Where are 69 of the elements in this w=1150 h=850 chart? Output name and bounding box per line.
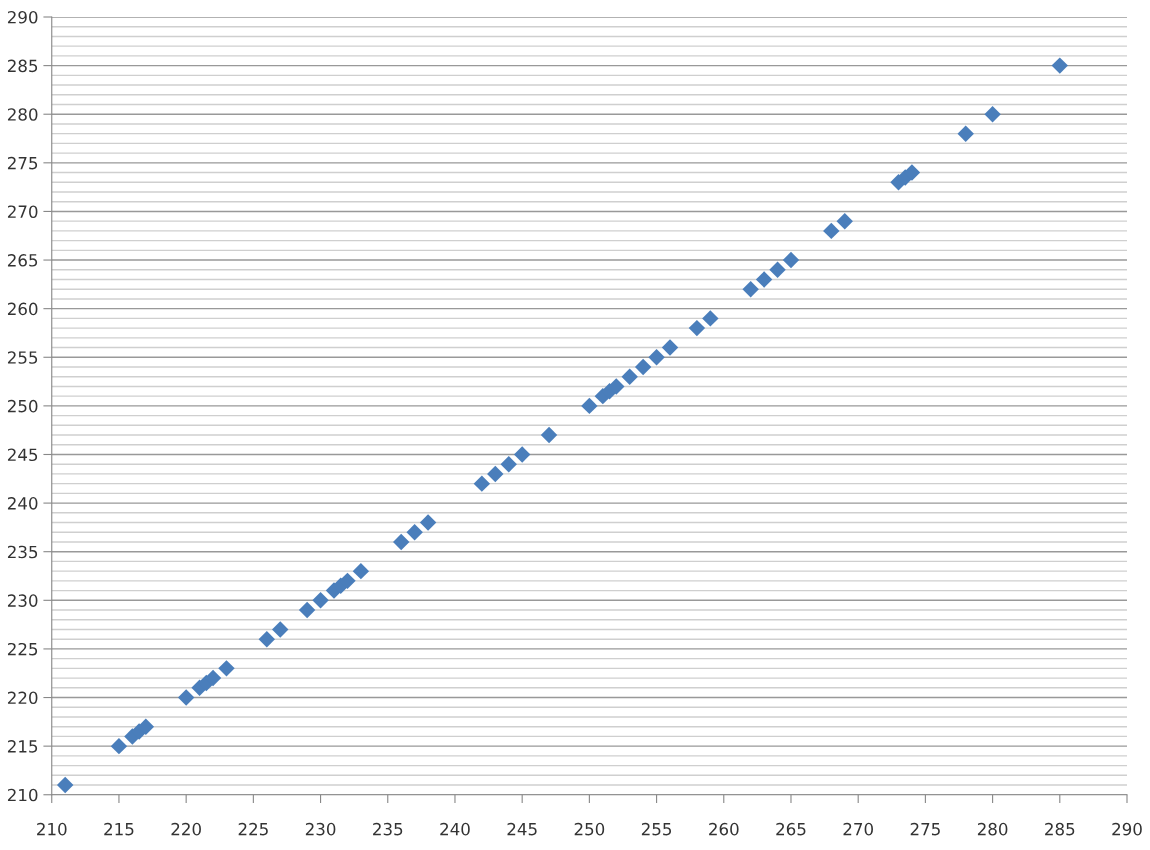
point xyxy=(688,319,706,337)
x-tick-label: 285 xyxy=(1045,822,1075,836)
y-tick-label: 215 xyxy=(7,740,38,753)
x-tick-label: 215 xyxy=(104,822,134,836)
y-tick-label: 270 xyxy=(7,205,38,219)
y-tick-label: 210 xyxy=(7,788,38,802)
point xyxy=(339,572,356,590)
point xyxy=(661,339,679,356)
point xyxy=(823,222,840,240)
x-tick-label: 270 xyxy=(843,822,873,836)
y-tick-label: 260 xyxy=(7,302,38,316)
point xyxy=(769,261,786,278)
point xyxy=(298,601,316,619)
point xyxy=(540,426,558,444)
point xyxy=(500,455,517,473)
point xyxy=(473,475,491,492)
point xyxy=(581,397,598,415)
point xyxy=(836,212,853,230)
x-tick-label: 250 xyxy=(574,822,605,836)
y-tick-label: 245 xyxy=(7,448,38,462)
y-tick-label: 275 xyxy=(7,156,38,170)
x-tick-label: 210 xyxy=(37,822,67,836)
y-tick-label: 280 xyxy=(7,108,38,121)
x-tick-label: 290 xyxy=(1112,822,1142,836)
x-tick-label: 275 xyxy=(910,822,940,836)
point xyxy=(782,251,800,269)
y-tick-label: 285 xyxy=(7,59,38,73)
y-tick-label: 250 xyxy=(7,399,38,413)
x-tick-label: 265 xyxy=(776,822,806,836)
point xyxy=(608,378,625,395)
x-tick-label: 240 xyxy=(440,822,470,836)
x-tick-label: 235 xyxy=(373,822,403,836)
point xyxy=(419,514,437,531)
point xyxy=(634,358,652,376)
point xyxy=(406,524,423,541)
y-tick-label: 230 xyxy=(7,594,38,607)
point xyxy=(1051,57,1069,74)
point xyxy=(755,271,773,288)
x-tick-label: 220 xyxy=(171,822,201,836)
point xyxy=(487,465,504,483)
y-tick-label: 255 xyxy=(7,351,38,364)
x-tick-label: 280 xyxy=(977,822,1008,836)
point xyxy=(513,446,531,463)
point xyxy=(177,689,195,706)
y-tick-label: 220 xyxy=(7,691,38,705)
point xyxy=(392,533,410,551)
x-tick-label: 230 xyxy=(305,822,336,836)
point xyxy=(984,106,1001,123)
point xyxy=(352,562,370,580)
point xyxy=(258,630,276,648)
point xyxy=(648,349,665,366)
point xyxy=(218,660,235,677)
y-tick-label: 240 xyxy=(7,497,38,510)
x-tick-label: 225 xyxy=(238,822,268,836)
y-tick-label: 235 xyxy=(7,545,38,559)
point xyxy=(957,125,974,142)
point xyxy=(110,737,128,755)
point xyxy=(272,621,289,638)
point xyxy=(621,368,638,385)
y-tick-label: 290 xyxy=(7,10,38,24)
y-tick-label: 225 xyxy=(7,642,38,656)
x-tick-label: 260 xyxy=(709,822,739,836)
y-tick-label: 265 xyxy=(7,254,38,267)
point xyxy=(702,310,719,327)
x-tick-label: 245 xyxy=(507,822,537,836)
point xyxy=(742,281,759,298)
x-tick-label: 255 xyxy=(641,822,672,836)
point xyxy=(56,776,74,794)
point xyxy=(312,592,329,609)
